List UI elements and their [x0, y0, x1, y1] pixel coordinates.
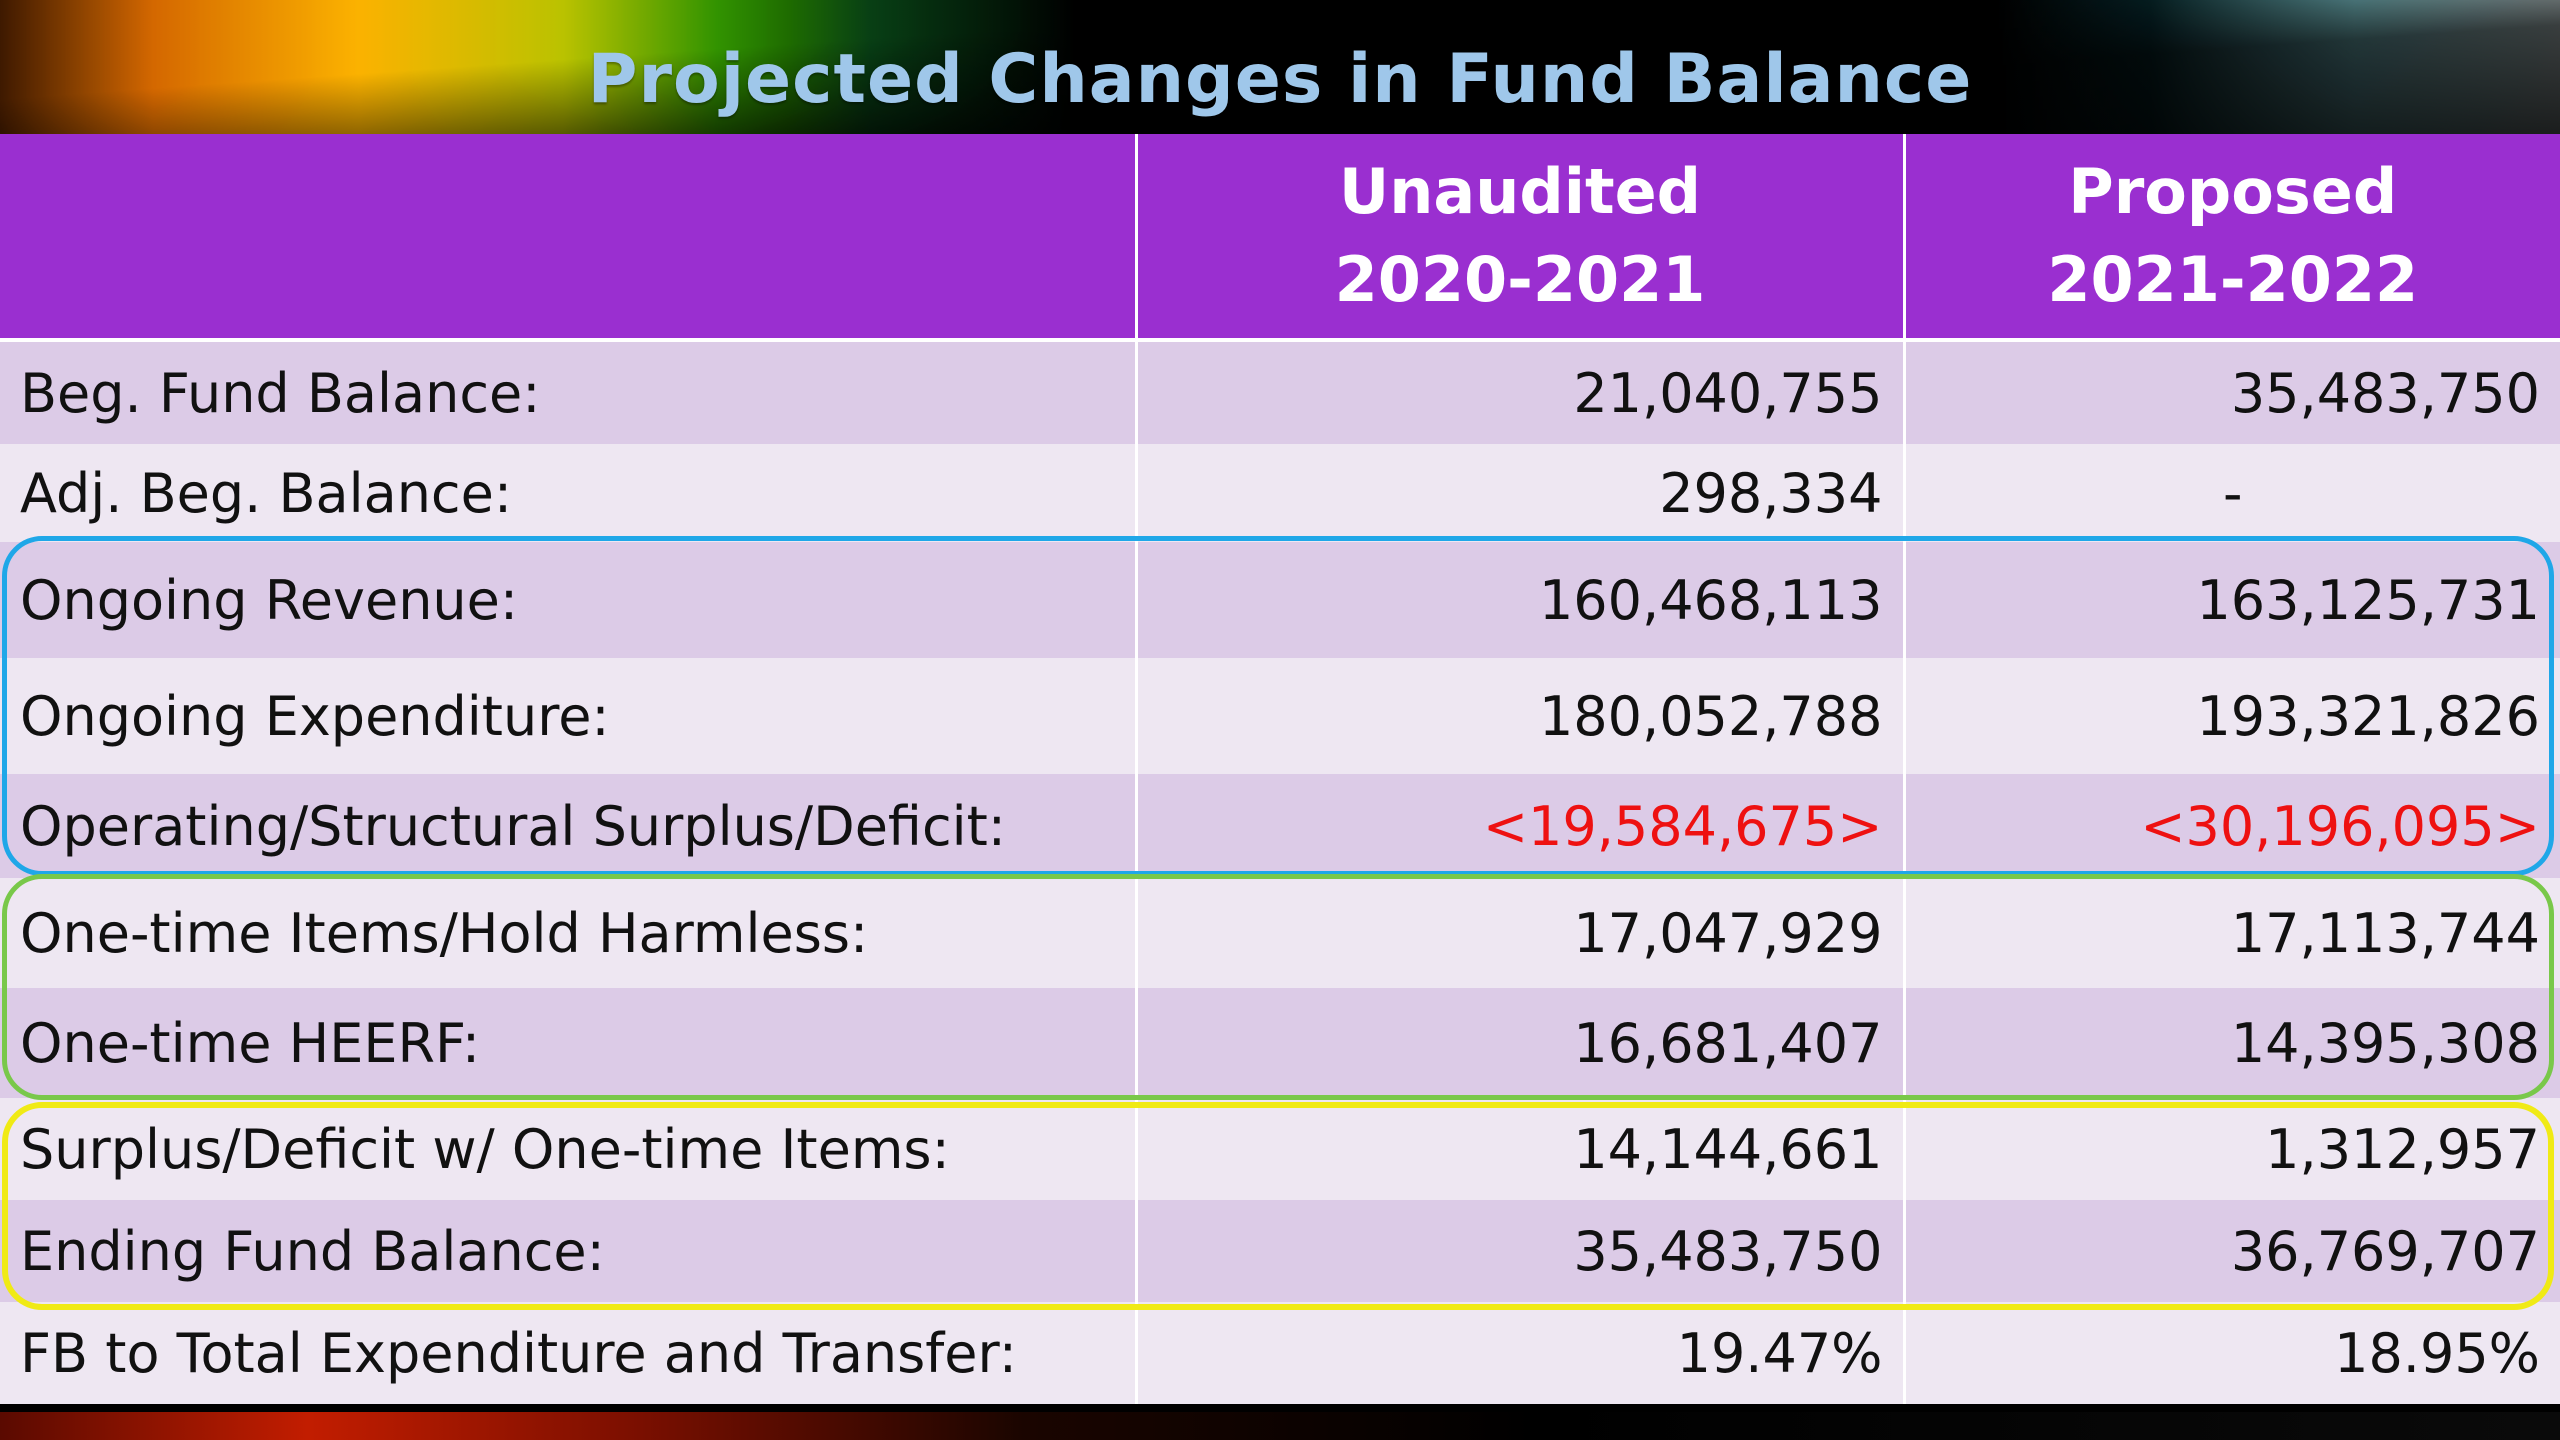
proposed-value: 35,483,750	[1904, 340, 2560, 444]
proposed-value: -	[1904, 444, 2560, 542]
proposed-value-negative: <30,196,095>	[1904, 774, 2560, 878]
proposed-value: 36,769,707	[1904, 1200, 2560, 1302]
header-unaudited-line1: Unaudited	[1338, 155, 1702, 228]
unaudited-value: 298,334	[1136, 444, 1906, 542]
unaudited-value: 16,681,407	[1136, 988, 1906, 1098]
table-row: Ending Fund Balance: 35,483,750 36,769,7…	[0, 1200, 2560, 1302]
decorative-swoosh-background	[0, 0, 2560, 150]
proposed-value: 18.95%	[1904, 1302, 2560, 1404]
header-proposed-line1: Proposed	[2068, 155, 2398, 228]
unaudited-value: 14,144,661	[1136, 1098, 1906, 1200]
header-proposed: Proposed 2021-2022	[1904, 134, 2560, 342]
decorative-bottom-stripe	[0, 1412, 2560, 1440]
row-label: Surplus/Deficit w/ One-time Items:	[0, 1098, 1138, 1200]
table-row: One-time HEERF: 16,681,407 14,395,308	[0, 988, 2560, 1098]
header-unaudited: Unaudited 2020-2021	[1136, 134, 1906, 342]
row-label: Ending Fund Balance:	[0, 1200, 1138, 1302]
row-label: FB to Total Expenditure and Transfer:	[0, 1302, 1138, 1404]
unaudited-value: 17,047,929	[1136, 878, 1906, 988]
row-label: Ongoing Expenditure:	[0, 658, 1138, 774]
unaudited-value-negative: <19,584,675>	[1136, 774, 1906, 878]
unaudited-value: 35,483,750	[1136, 1200, 1906, 1302]
table-row: Operating/Structural Surplus/Deficit: <1…	[0, 774, 2560, 878]
table-row: Ongoing Expenditure: 180,052,788 193,321…	[0, 658, 2560, 774]
unaudited-value: 19.47%	[1136, 1302, 1906, 1404]
row-label: One-time Items/Hold Harmless:	[0, 878, 1138, 988]
table-row: Surplus/Deficit w/ One-time Items: 14,14…	[0, 1098, 2560, 1200]
unaudited-value: 180,052,788	[1136, 658, 1906, 774]
fund-balance-table: Unaudited 2020-2021 Proposed 2021-2022 B…	[0, 134, 2560, 1404]
proposed-value: 163,125,731	[1904, 542, 2560, 658]
proposed-value: 17,113,744	[1904, 878, 2560, 988]
proposed-value: 193,321,826	[1904, 658, 2560, 774]
table-row: One-time Items/Hold Harmless: 17,047,929…	[0, 878, 2560, 988]
row-label: One-time HEERF:	[0, 988, 1138, 1098]
header-proposed-line2: 2021-2022	[2047, 243, 2419, 316]
slide-title: Projected Changes in Fund Balance	[587, 40, 1973, 119]
proposed-value: 14,395,308	[1904, 988, 2560, 1098]
table-row: Adj. Beg. Balance: 298,334 -	[0, 444, 2560, 542]
unaudited-value: 21,040,755	[1136, 340, 1906, 444]
table-header-row: Unaudited 2020-2021 Proposed 2021-2022	[0, 134, 2560, 342]
fund-balance-table-container: Unaudited 2020-2021 Proposed 2021-2022 B…	[0, 134, 2560, 1412]
row-label: Ongoing Revenue:	[0, 542, 1138, 658]
header-label-column	[0, 134, 1138, 342]
unaudited-value: 160,468,113	[1136, 542, 1906, 658]
header-unaudited-line2: 2020-2021	[1334, 243, 1706, 316]
table-row: FB to Total Expenditure and Transfer: 19…	[0, 1302, 2560, 1404]
table-row: Beg. Fund Balance: 21,040,755 35,483,750	[0, 340, 2560, 444]
row-label: Adj. Beg. Balance:	[0, 444, 1138, 542]
row-label: Beg. Fund Balance:	[0, 340, 1138, 444]
table-row: Ongoing Revenue: 160,468,113 163,125,731	[0, 542, 2560, 658]
row-label: Operating/Structural Surplus/Deficit:	[0, 774, 1138, 878]
proposed-value: 1,312,957	[1904, 1098, 2560, 1200]
